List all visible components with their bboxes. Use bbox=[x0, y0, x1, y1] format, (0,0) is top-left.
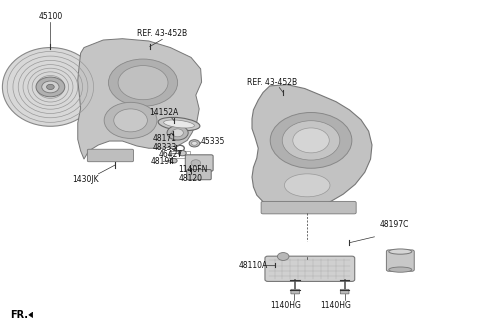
Text: 45100: 45100 bbox=[38, 12, 62, 21]
Text: 45335: 45335 bbox=[201, 137, 225, 146]
Text: 48197C: 48197C bbox=[380, 220, 409, 229]
Circle shape bbox=[118, 66, 168, 100]
Circle shape bbox=[270, 113, 352, 168]
Text: 1140FN: 1140FN bbox=[179, 165, 208, 174]
Text: REF. 43-452B: REF. 43-452B bbox=[137, 30, 187, 38]
Text: 1430JK: 1430JK bbox=[72, 175, 99, 184]
Ellipse shape bbox=[389, 249, 412, 254]
FancyBboxPatch shape bbox=[291, 289, 300, 294]
Text: 1140HG: 1140HG bbox=[321, 301, 351, 310]
Circle shape bbox=[42, 81, 59, 93]
FancyBboxPatch shape bbox=[265, 256, 355, 281]
Text: 48333: 48333 bbox=[153, 143, 177, 152]
Text: 48194: 48194 bbox=[150, 157, 174, 166]
Circle shape bbox=[172, 129, 183, 137]
Text: 46427: 46427 bbox=[158, 150, 183, 159]
FancyBboxPatch shape bbox=[185, 155, 213, 171]
Circle shape bbox=[36, 77, 65, 97]
Text: FR.: FR. bbox=[11, 310, 29, 320]
Text: 48171: 48171 bbox=[152, 134, 176, 143]
Circle shape bbox=[167, 126, 188, 140]
Circle shape bbox=[104, 102, 157, 138]
FancyBboxPatch shape bbox=[386, 250, 414, 271]
Circle shape bbox=[179, 151, 186, 156]
FancyBboxPatch shape bbox=[87, 149, 133, 162]
Ellipse shape bbox=[189, 140, 200, 147]
Text: 48120: 48120 bbox=[179, 174, 203, 183]
Ellipse shape bbox=[158, 117, 200, 131]
Ellipse shape bbox=[389, 267, 412, 272]
Polygon shape bbox=[252, 85, 372, 209]
Polygon shape bbox=[78, 39, 202, 159]
Polygon shape bbox=[29, 312, 33, 318]
Circle shape bbox=[277, 253, 289, 260]
Circle shape bbox=[293, 128, 329, 153]
FancyBboxPatch shape bbox=[340, 289, 349, 294]
Circle shape bbox=[191, 160, 201, 166]
Text: 1140HG: 1140HG bbox=[270, 301, 301, 310]
Ellipse shape bbox=[2, 48, 98, 126]
Ellipse shape bbox=[164, 120, 194, 128]
Text: REF. 43-452B: REF. 43-452B bbox=[247, 78, 297, 87]
Ellipse shape bbox=[284, 174, 330, 197]
Text: 48110A: 48110A bbox=[239, 260, 268, 270]
Circle shape bbox=[47, 84, 54, 90]
Circle shape bbox=[170, 158, 177, 163]
Circle shape bbox=[282, 121, 340, 160]
FancyBboxPatch shape bbox=[261, 201, 356, 214]
FancyBboxPatch shape bbox=[187, 170, 211, 180]
Circle shape bbox=[114, 109, 147, 132]
Circle shape bbox=[108, 59, 178, 106]
Text: 14152A: 14152A bbox=[150, 108, 179, 117]
Ellipse shape bbox=[192, 141, 197, 145]
